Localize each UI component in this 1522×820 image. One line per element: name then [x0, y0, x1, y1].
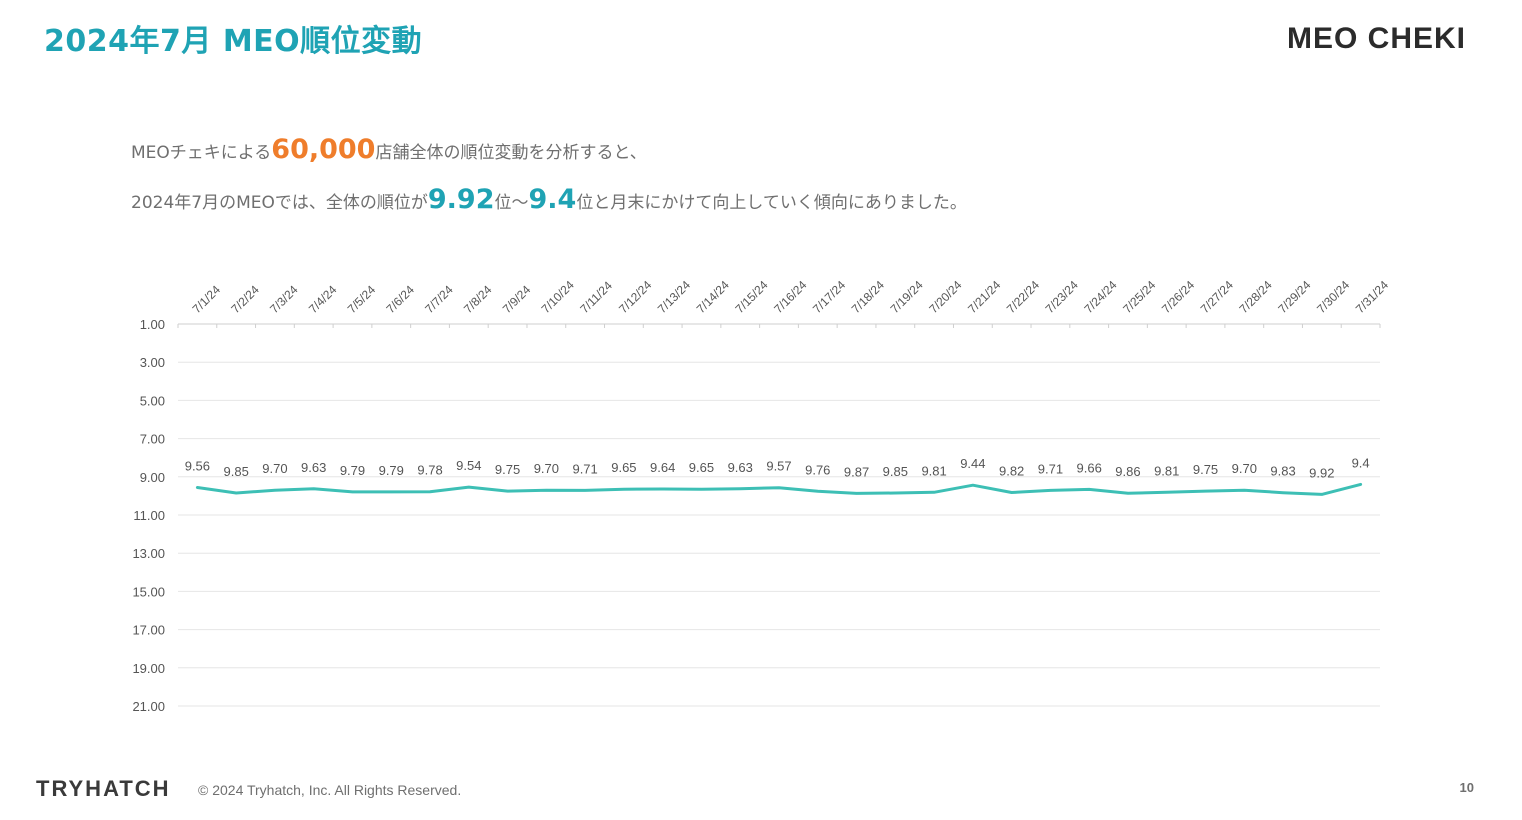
x-tick-label: 7/10/24	[539, 278, 577, 316]
x-tick-label: 7/27/24	[1198, 278, 1236, 316]
footer-logo: TRYHATCH	[36, 776, 171, 801]
x-tick-label: 7/4/24	[306, 282, 340, 316]
x-tick-label: 7/20/24	[926, 278, 964, 316]
data-label: 9.85	[883, 464, 908, 479]
data-label: 9.75	[495, 462, 520, 477]
data-label: 9.71	[1038, 461, 1063, 476]
data-label: 9.66	[1077, 460, 1102, 475]
x-tick-label: 7/25/24	[1120, 278, 1158, 316]
x-tick-label: 7/16/24	[771, 278, 809, 316]
x-tick-label: 7/29/24	[1275, 278, 1313, 316]
y-tick-label: 15.00	[132, 584, 165, 599]
data-label: 9.81	[921, 463, 946, 478]
x-tick-label: 7/21/24	[965, 278, 1003, 316]
y-tick-label: 21.00	[132, 699, 165, 714]
data-label: 9.44	[960, 456, 985, 471]
x-tick-label: 7/24/24	[1081, 278, 1119, 316]
x-tick-label: 7/11/24	[577, 278, 615, 316]
brand-logo: MEO CHEKI	[1286, 22, 1466, 55]
x-tick-label: 7/22/24	[1004, 278, 1042, 316]
x-tick-label: 7/6/24	[383, 282, 417, 316]
summary-line-1-prefix: MEOチェキによる	[131, 143, 272, 163]
page-number: 10	[1459, 780, 1474, 795]
data-label: 9.92	[1309, 465, 1334, 480]
y-tick-label: 3.00	[140, 355, 165, 370]
page-title: 2024年7月 MEO順位変動	[44, 24, 423, 59]
summary-text: MEOチェキによる60,000店舗全体の順位変動を分析すると、 2024年7月の…	[131, 130, 1281, 230]
data-label: 9.70	[1232, 461, 1257, 476]
x-tick-label: 7/26/24	[1159, 278, 1197, 316]
data-label: 9.85	[224, 464, 249, 479]
data-label: 9.63	[301, 460, 326, 475]
data-label: 9.76	[805, 462, 830, 477]
data-label: 9.54	[456, 458, 481, 473]
y-tick-label: 17.00	[132, 623, 165, 638]
x-tick-label: 7/30/24	[1314, 278, 1352, 316]
y-tick-label: 13.00	[132, 546, 165, 561]
x-tick-label: 7/17/24	[810, 278, 848, 316]
data-label: 9.78	[417, 463, 442, 478]
summary-line-1-suffix: 店舗全体の順位変動を分析すると、	[375, 143, 647, 163]
summary-line-2-suffix: 位と月末にかけて向上していく傾向にありました。	[576, 193, 967, 213]
x-tick-label: 7/28/24	[1237, 278, 1275, 316]
x-tick-label: 7/31/24	[1353, 278, 1391, 316]
data-label: 9.63	[728, 460, 753, 475]
y-tick-label: 1.00	[140, 317, 165, 332]
y-tick-label: 5.00	[140, 393, 165, 408]
x-tick-label: 7/15/24	[732, 278, 770, 316]
summary-line-2-prefix: 2024年7月のMEOでは、全体の順位が	[131, 193, 428, 213]
x-tick-label: 7/7/24	[422, 282, 456, 316]
data-label: 9.64	[650, 460, 675, 475]
x-tick-label: 7/2/24	[228, 282, 262, 316]
x-tick-label: 7/5/24	[345, 282, 379, 316]
y-tick-label: 19.00	[132, 661, 165, 676]
y-tick-label: 7.00	[140, 432, 165, 447]
summary-line-2-mid: 位〜	[494, 193, 529, 213]
store-count-highlight: 60,000	[271, 134, 376, 165]
x-tick-label: 7/19/24	[888, 278, 926, 316]
data-label: 9.65	[611, 460, 636, 475]
data-label: 9.75	[1193, 462, 1218, 477]
copyright-text: © 2024 Tryhatch, Inc. All Rights Reserve…	[198, 782, 462, 798]
x-tick-label: 7/13/24	[655, 278, 693, 316]
y-tick-label: 9.00	[140, 470, 165, 485]
data-label: 9.4	[1352, 455, 1370, 470]
data-label: 9.57	[766, 459, 791, 474]
data-label: 9.82	[999, 463, 1024, 478]
data-label: 9.71	[572, 461, 597, 476]
rank-best-highlight: 9.4	[528, 184, 577, 215]
x-tick-label: 7/23/24	[1043, 278, 1081, 316]
x-tick-label: 7/3/24	[267, 282, 301, 316]
x-tick-label: 7/1/24	[190, 282, 224, 316]
data-label: 9.86	[1115, 464, 1140, 479]
data-label: 9.79	[379, 463, 404, 478]
x-tick-label: 7/14/24	[694, 278, 732, 316]
data-label: 9.70	[534, 461, 559, 476]
data-label: 9.70	[262, 461, 287, 476]
rank-worst-highlight: 9.92	[427, 184, 495, 215]
y-tick-label: 11.00	[133, 508, 165, 523]
data-label: 9.56	[185, 458, 210, 473]
summary-line-2: 2024年7月のMEOでは、全体の順位が9.92位〜9.4位と月末にかけて向上し…	[131, 180, 1281, 230]
series-line	[195, 482, 1363, 496]
x-tick-label: 7/12/24	[616, 278, 654, 316]
summary-line-1: MEOチェキによる60,000店舗全体の順位変動を分析すると、	[131, 130, 1281, 180]
x-tick-label: 7/9/24	[500, 282, 534, 316]
data-label: 9.65	[689, 460, 714, 475]
data-label: 9.83	[1270, 464, 1295, 479]
x-tick-label: 7/8/24	[461, 282, 495, 316]
data-label: 9.87	[844, 464, 869, 479]
data-label: 9.79	[340, 463, 365, 478]
x-tick-label: 7/18/24	[849, 278, 887, 316]
data-label: 9.81	[1154, 463, 1179, 478]
